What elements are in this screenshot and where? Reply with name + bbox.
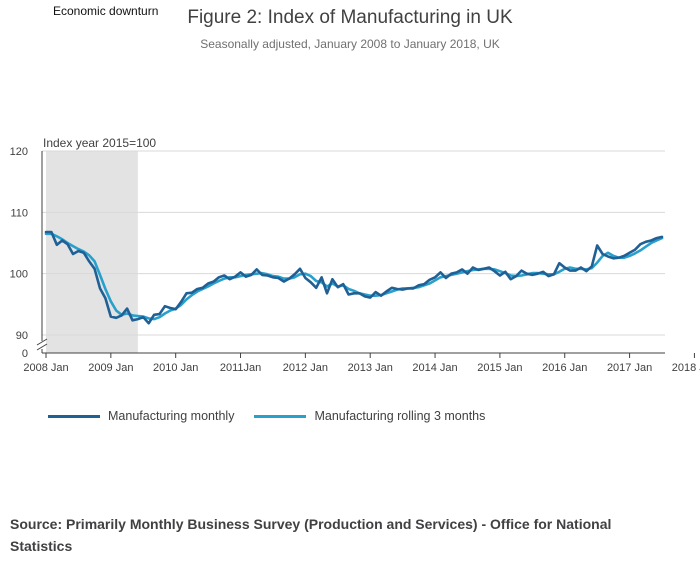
legend-swatch-monthly [48, 414, 100, 418]
gridlines [42, 150, 665, 336]
legend: Manufacturing monthly Manufacturing roll… [48, 409, 505, 423]
line-chart: 0 90 100 110 120 2008 Jan 2009 Jan 2010 Jan 201… [10, 146, 700, 374]
x-tick-label: 2015 Jan [477, 362, 522, 374]
y-axis-label: Index year 2015=100 [43, 136, 157, 150]
series-line-monthly [44, 230, 664, 325]
x-tick-label: 2018 Jan [672, 362, 700, 374]
x-tick-label: 2016 Jan [542, 362, 587, 374]
y-tick-label: 100 [10, 269, 28, 281]
legend-swatch-rolling [254, 414, 307, 418]
y-axis-ticks: 0 90 100 110 120 [10, 146, 28, 360]
y-tick-label: 0 [22, 348, 28, 360]
y-tick-label: 120 [10, 146, 28, 158]
x-tick-label: 2008 Jan [23, 362, 68, 374]
economic-downturn-label: Economic downturn [53, 4, 159, 18]
source-note: Source: Primarily Monthly Business Surve… [10, 516, 612, 554]
chart-subtitle: Seasonally adjusted, January 2008 to Jan… [200, 37, 500, 51]
legend-item-rolling[interactable]: Manufacturing rolling 3 months [254, 409, 485, 423]
economic-downturn-shading [46, 151, 138, 353]
x-tick-label: 2014 Jan [412, 362, 457, 374]
chart-title: Figure 2: Index of Manufacturing in UK [187, 7, 513, 28]
y-tick-label: 110 [10, 207, 28, 219]
x-tick-label: 2009 Jan [88, 362, 133, 374]
legend-label-rolling: Manufacturing rolling 3 months [314, 409, 486, 423]
x-axis: 2008 Jan 2009 Jan 2010 Jan 2011Jan 2012 Jan 2… [23, 151, 700, 374]
legend-item-monthly[interactable]: Manufacturing monthly [48, 409, 234, 423]
axis-break-icon [36, 338, 48, 351]
series-lines [44, 230, 664, 325]
x-tick-label: 2010 Jan [153, 362, 198, 374]
series-line-rolling [44, 232, 664, 321]
x-tick-label: 2017 Jan [607, 362, 652, 374]
x-tick-label: 2012 Jan [283, 362, 328, 374]
x-tick-label: 2013 Jan [348, 362, 393, 374]
x-tick-label: 2011Jan [220, 362, 261, 374]
legend-label-monthly: Manufacturing monthly [108, 409, 235, 423]
y-tick-label: 90 [16, 330, 28, 342]
